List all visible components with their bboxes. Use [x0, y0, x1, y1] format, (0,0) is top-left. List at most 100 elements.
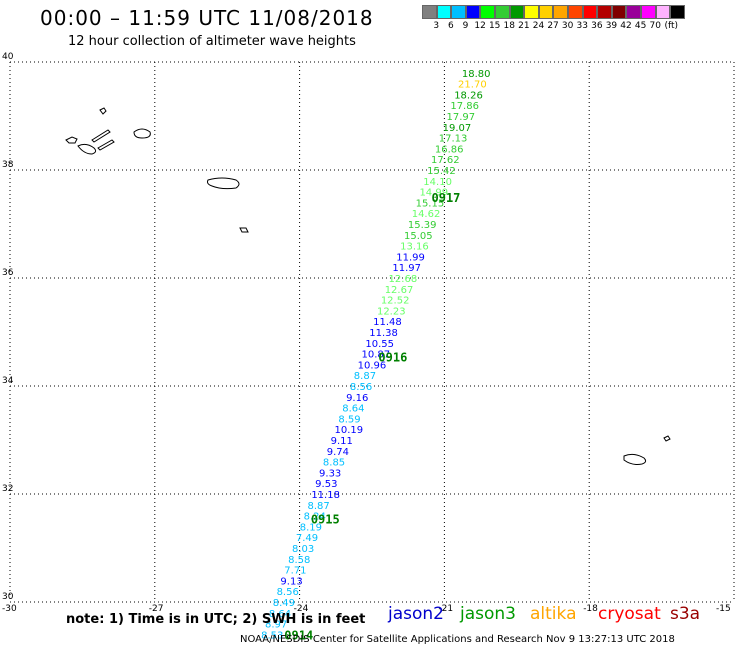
- colorbar-swatch: [626, 5, 641, 19]
- lat-tick-label: 40: [2, 52, 14, 62]
- lon-tick-label: -18: [583, 604, 598, 614]
- swh-value: 8.87: [307, 501, 329, 512]
- pass-time-label: 0915: [311, 512, 340, 526]
- swh-value: 14.10: [423, 177, 452, 188]
- colorbar-swatch: [422, 5, 437, 19]
- colorbar-label: 18: [503, 21, 515, 31]
- lon-tick-label: -30: [2, 604, 17, 614]
- swh-value: 12.67: [385, 285, 414, 296]
- colorbar-swatch: [670, 5, 685, 19]
- colorbar-swatch: [480, 5, 495, 19]
- colorbar-label: (ft): [664, 21, 679, 31]
- swh-value: 9.11: [331, 436, 353, 447]
- colorbar-swatch: [509, 5, 525, 19]
- colorbar-label: 12: [474, 21, 486, 31]
- colorbar-swatch: [611, 5, 627, 19]
- map-subtitle: 12 hour collection of altimeter wave hei…: [68, 34, 356, 49]
- swh-value: 15.42: [427, 166, 456, 177]
- colorbar-label: 45: [634, 21, 647, 31]
- colorbar-label: 21: [518, 21, 530, 31]
- swh-value: 14.99: [419, 188, 448, 199]
- colorbar-swatch: [597, 5, 612, 19]
- colorbar-label: 3: [433, 21, 440, 31]
- swh-value: 11.99: [396, 252, 425, 263]
- lon-tick-label: -27: [149, 604, 164, 614]
- colorbar-swatch: [451, 5, 466, 19]
- swh-value: 8.58: [288, 555, 310, 566]
- swh-value: 8.24: [304, 512, 326, 523]
- credit-line: NOAA/NESDIS Center for Satellite Applica…: [240, 634, 675, 645]
- map-title: 00:00 – 11:59 UTC 11/08/2018: [40, 6, 374, 30]
- mission-label-jason3: jason3: [460, 604, 516, 624]
- mission-label-altika: altika: [530, 604, 577, 624]
- colorbar-label: 27: [547, 21, 559, 31]
- axis-labels: 40 38 36 34 32 30 -30 -27 -24 -21 -18 -15: [2, 52, 731, 614]
- swh-value: 11.48: [373, 317, 402, 328]
- colorbar-label: 30: [561, 21, 574, 31]
- island-outline: [77, 143, 97, 155]
- lon-tick-label: -24: [294, 604, 309, 614]
- swh-value: 11.38: [369, 328, 398, 339]
- swh-value: 8.87: [354, 371, 376, 382]
- swh-value: 8.19: [300, 522, 322, 533]
- swh-value: 8.64: [269, 609, 291, 620]
- swh-value: 10.96: [358, 360, 387, 371]
- swh-value: 18.80: [462, 69, 491, 80]
- lat-tick-label: 38: [2, 160, 14, 170]
- swh-value: 15.39: [408, 220, 437, 231]
- island-outline: [207, 177, 240, 190]
- swh-value: 19.07: [443, 123, 472, 134]
- swh-value: 8.49: [273, 598, 295, 609]
- swh-value: 13.16: [400, 242, 429, 253]
- colorbar-labels: 3 6 9 12 15 18 21 24 27 30 33 36 39 42 45 70 (ft): [422, 21, 678, 31]
- lon-tick-label: -15: [716, 604, 731, 614]
- colorbar-swatch: [553, 5, 568, 19]
- swh-value: 10.19: [334, 425, 363, 436]
- swh-value: 16.86: [435, 144, 464, 155]
- swh-value: 9.16: [346, 393, 368, 404]
- colorbar-label: 33: [576, 21, 588, 31]
- colorbar-label: 36: [591, 21, 603, 31]
- mission-label-cryosat: cryosat: [598, 604, 661, 624]
- island-outline: [663, 435, 671, 442]
- pass-time-label: 0914: [284, 628, 313, 642]
- lat-tick-label: 36: [2, 268, 14, 278]
- colorbar-label: 42: [620, 21, 632, 31]
- colorbar-label: 6: [448, 21, 454, 31]
- lat-lon-grid: [9, 61, 735, 603]
- colorbar-swatch: [582, 5, 598, 19]
- swh-value: 9.13: [280, 576, 302, 587]
- swh-value: 12.52: [381, 296, 410, 307]
- island-outline: [623, 453, 647, 465]
- wave-height-colorbar: [422, 5, 685, 19]
- colorbar-swatch: [640, 5, 656, 19]
- colorbar-label: 9: [462, 21, 469, 31]
- colorbar-swatch: [538, 5, 554, 19]
- swh-value: 8.59: [338, 414, 360, 425]
- mission-label-s3a: s3a: [670, 604, 701, 624]
- swh-value: 17.62: [431, 155, 460, 166]
- swh-value: 18.26: [454, 90, 483, 101]
- pass-time-label: 0916: [378, 350, 407, 364]
- mission-label-jason2: jason2: [388, 604, 444, 624]
- swh-value: 8.53: [261, 630, 283, 641]
- swh-value: 10.55: [365, 339, 394, 350]
- swh-value: 17.13: [439, 134, 468, 145]
- swh-value: 7.71: [284, 566, 306, 577]
- lon-tick-label: -21: [438, 604, 453, 614]
- island-outline: [99, 107, 107, 115]
- swh-value: 8.64: [342, 404, 364, 415]
- swh-value: 12.23: [377, 306, 406, 317]
- pass-time-labels: 0917 0916 0915 0914: [284, 191, 460, 642]
- island-outline: [133, 128, 151, 139]
- colorbar-swatch: [465, 5, 481, 19]
- swh-value: 8.56: [350, 382, 372, 393]
- lat-tick-label: 32: [2, 484, 13, 494]
- swh-value: 8.97: [265, 620, 287, 631]
- swh-value: 8.85: [323, 458, 345, 469]
- lat-tick-label: 30: [2, 592, 14, 602]
- swh-value: 11.18: [311, 490, 340, 501]
- swh-value: 11.97: [392, 263, 421, 274]
- swh-value: 10.87: [362, 350, 391, 361]
